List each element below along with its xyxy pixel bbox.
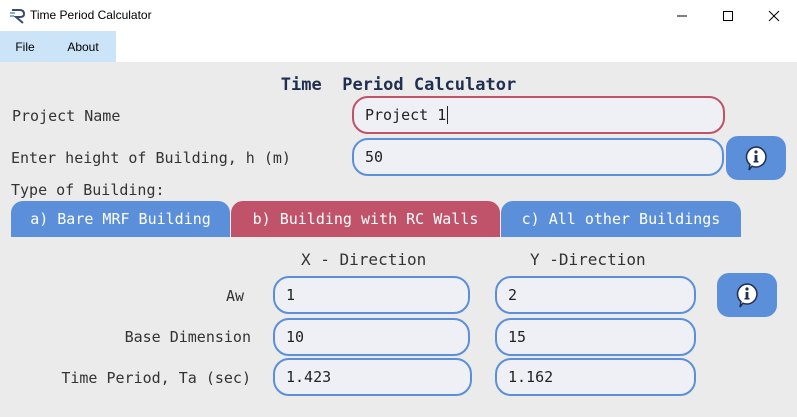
maximize-icon	[723, 10, 733, 21]
minimize-icon	[677, 15, 687, 16]
text-caret	[447, 106, 449, 124]
aw-y-input[interactable]: 2	[495, 276, 696, 314]
height-input[interactable]: 50	[352, 138, 724, 176]
base-dimension-x-input[interactable]: 10	[273, 318, 470, 356]
minimize-button[interactable]	[659, 0, 705, 31]
info-icon	[745, 146, 767, 171]
height-label: Enter height of Building, h (m)	[11, 149, 291, 167]
page-title: Time Period Calculator	[280, 75, 517, 95]
x-direction-header: X - Direction	[301, 250, 427, 269]
time-period-x-output: 1.423	[273, 358, 472, 396]
menu-file[interactable]: File	[0, 31, 50, 62]
building-type-label: Type of Building:	[11, 181, 165, 199]
aw-label: Aw	[225, 287, 244, 305]
tab-other-buildings[interactable]: c) All other Buildings	[501, 201, 741, 237]
base-dimension-y-input[interactable]: 15	[495, 318, 696, 356]
tab-bare-mrf[interactable]: a) Bare MRF Building	[11, 201, 230, 237]
time-period-y-output: 1.162	[495, 358, 696, 396]
maximize-button[interactable]	[705, 0, 751, 31]
app-logo-icon	[10, 9, 26, 24]
window-title: Time Period Calculator	[30, 8, 152, 22]
menu-bar: File About	[0, 31, 797, 62]
base-dimension-label: Base Dimension	[124, 328, 251, 346]
aw-x-input[interactable]: 1	[273, 276, 470, 314]
tab-rc-walls[interactable]: b) Building with RC Walls	[231, 201, 500, 237]
info-button-aw[interactable]	[717, 273, 777, 317]
project-name-value: Project 1	[365, 106, 447, 124]
title-bar: Time Period Calculator	[0, 0, 797, 31]
project-name-label: Project Name	[12, 107, 121, 125]
y-direction-header: Y -Direction	[530, 250, 646, 269]
close-button[interactable]	[751, 0, 797, 31]
time-period-label: Time Period, Ta (sec)	[61, 369, 251, 387]
menu-about[interactable]: About	[50, 31, 116, 62]
project-name-input[interactable]: Project 1	[352, 96, 725, 134]
info-button-height[interactable]	[726, 136, 786, 180]
close-icon	[768, 10, 780, 21]
info-icon	[736, 283, 758, 308]
